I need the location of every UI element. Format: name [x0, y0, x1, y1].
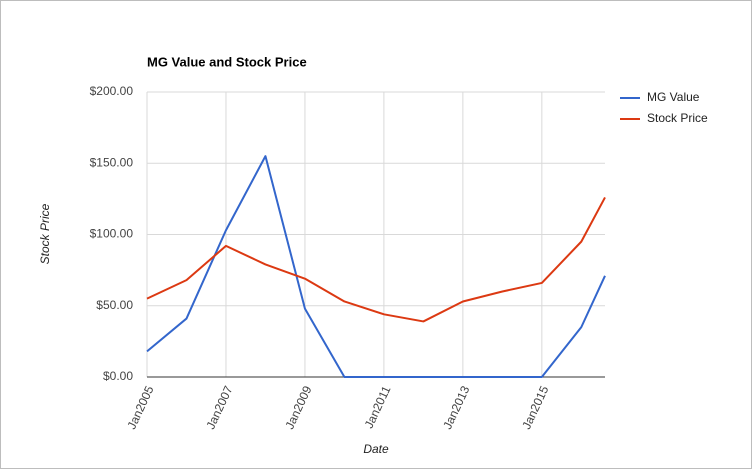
y-tick-label: $200.00	[90, 84, 134, 98]
y-axis-title: Stock Price	[38, 203, 52, 264]
y-tick-label: $0.00	[103, 369, 133, 383]
series-line	[146, 155, 606, 378]
legend-label: Stock Price	[647, 111, 708, 125]
y-tick-label: $100.00	[90, 227, 134, 241]
y-tick-label: $50.00	[96, 298, 133, 312]
x-axis-title: Date	[363, 442, 389, 456]
y-tick-label: $150.00	[90, 155, 134, 169]
chart-title: MG Value and Stock Price	[147, 54, 307, 69]
series-line	[146, 196, 606, 323]
legend-label: MG Value	[647, 90, 700, 104]
